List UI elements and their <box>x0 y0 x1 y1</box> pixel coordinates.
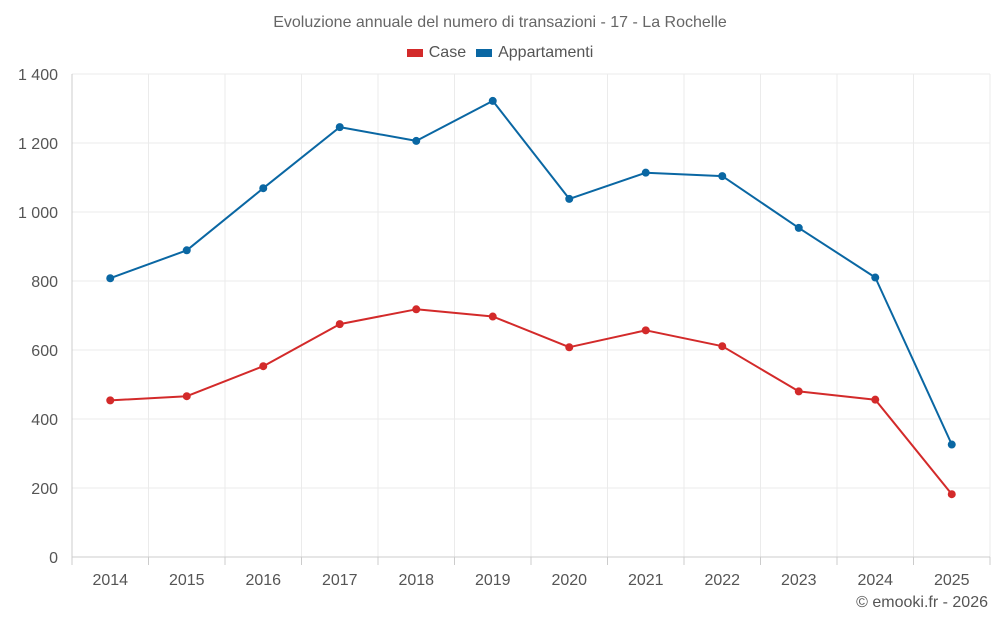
legend-label-appartamenti: Appartamenti <box>498 44 594 61</box>
data-point-appartamenti <box>488 96 497 105</box>
data-point-case <box>412 305 421 314</box>
data-point-appartamenti <box>947 440 956 449</box>
data-point-appartamenti <box>182 246 191 255</box>
x-tick-label: 2017 <box>322 572 358 589</box>
x-tick-label: 2023 <box>781 572 817 589</box>
legend-item-case[interactable]: Case <box>406 44 467 62</box>
data-point-case <box>259 362 268 371</box>
series-line-case <box>109 308 953 496</box>
credit-text: © emooki.fr - 2026 <box>856 594 988 611</box>
y-tick-label: 200 <box>31 481 58 498</box>
series-line-appartamenti <box>109 99 953 446</box>
data-point-case <box>488 312 497 321</box>
data-point-appartamenti <box>412 136 421 145</box>
legend-swatch-appartamenti <box>476 49 493 57</box>
y-tick-label: 800 <box>31 274 58 291</box>
data-point-appartamenti <box>794 223 803 232</box>
legend-swatch-case <box>406 49 423 57</box>
y-tick-label: 600 <box>31 343 58 360</box>
data-point-case <box>871 395 880 404</box>
data-point-appartamenti <box>106 274 115 283</box>
data-point-appartamenti <box>335 123 344 132</box>
data-point-case <box>106 396 115 405</box>
data-point-appartamenti <box>565 194 574 203</box>
data-point-case <box>565 343 574 352</box>
y-tick-label: 0 <box>49 550 58 567</box>
data-point-appartamenti <box>259 184 268 193</box>
x-tick-label: 2025 <box>934 572 970 589</box>
y-tick-label: 1 400 <box>18 67 58 84</box>
x-tick-label: 2016 <box>245 572 281 589</box>
y-tick-label: 400 <box>31 412 58 429</box>
legend-item-appartamenti[interactable]: Appartamenti <box>476 44 593 62</box>
x-tick-label: 2014 <box>92 572 128 589</box>
data-point-case <box>182 392 191 401</box>
data-point-case <box>335 320 344 329</box>
x-tick-label: 2024 <box>857 572 893 589</box>
x-tick-label: 2015 <box>169 572 205 589</box>
data-point-appartamenti <box>641 168 650 177</box>
legend: Case Appartamenti <box>0 44 1000 62</box>
x-tick-label: 2021 <box>628 572 664 589</box>
legend-label-case: Case <box>428 44 467 61</box>
x-tick-label: 2022 <box>704 572 740 589</box>
x-tick-label: 2018 <box>398 572 434 589</box>
y-tick-label: 1 200 <box>18 136 58 153</box>
y-tick-label: 1 000 <box>18 205 58 222</box>
data-point-case <box>794 387 803 396</box>
data-point-case <box>641 326 650 335</box>
data-point-case <box>718 342 727 351</box>
chart-title: Evoluzione annuale del numero di transaz… <box>273 14 727 31</box>
data-point-case <box>947 490 956 499</box>
x-tick-label: 2020 <box>551 572 587 589</box>
data-point-appartamenti <box>871 273 880 282</box>
data-point-appartamenti <box>718 172 727 181</box>
x-tick-label: 2019 <box>475 572 511 589</box>
